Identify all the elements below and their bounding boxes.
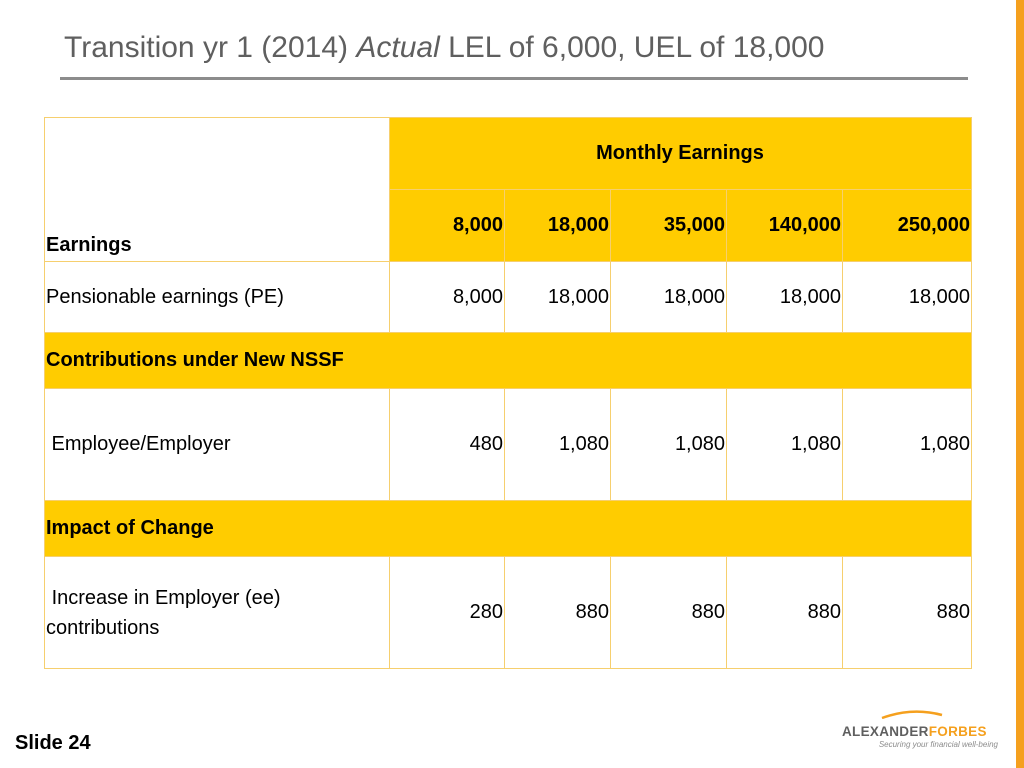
table-row-increase: Increase in Employer (ee) contributions … <box>44 556 972 669</box>
accent-side-bar <box>1016 0 1024 768</box>
row-label: Pensionable earnings (PE) <box>44 261 390 333</box>
table-cell: 880 <box>726 556 843 669</box>
title-divider <box>60 77 968 80</box>
logo-wordmark: ALEXANDERFORBES <box>842 724 998 740</box>
section-header: Impact of Change <box>44 500 972 557</box>
column-header: 35,000 <box>610 189 727 262</box>
section-header: Contributions under New NSSF <box>44 332 972 389</box>
column-header: 8,000 <box>389 189 505 262</box>
row-label: Employee/Employer <box>44 388 390 501</box>
header-row-columns: 8,000 18,000 35,000 140,000 250,000 <box>45 189 972 262</box>
section-row-impact: Impact of Change <box>44 500 972 557</box>
section-row-contributions: Contributions under New NSSF <box>44 332 972 389</box>
slide-title: Transition yr 1 (2014) Actual LEL of 6,0… <box>64 28 825 68</box>
table-cell: 18,000 <box>610 261 727 333</box>
header-row-group: Earnings Monthly Earnings <box>44 117 972 262</box>
logo-word-alexander: ALEXANDER <box>842 724 929 739</box>
table-cell: 18,000 <box>726 261 843 333</box>
table-cell: 1,080 <box>504 388 611 501</box>
logo-tagline: Securing your financial well-being <box>878 740 998 749</box>
logo-swoosh-icon <box>881 710 943 720</box>
table-row-pensionable: Pensionable earnings (PE) 8,000 18,000 1… <box>44 261 972 333</box>
table-row-employee-employer: Employee/Employer 480 1,080 1,080 1,080 … <box>44 388 972 501</box>
column-header: 140,000 <box>726 189 843 262</box>
column-header: 18,000 <box>504 189 611 262</box>
title-prefix: Transition yr 1 (2014) <box>64 31 349 64</box>
table-cell: 1,080 <box>610 388 727 501</box>
corner-label: Earnings <box>44 117 390 262</box>
table-cell: 480 <box>389 388 505 501</box>
slide-number: Slide 24 <box>15 732 91 754</box>
table-cell: 8,000 <box>389 261 505 333</box>
table-cell: 1,080 <box>726 388 843 501</box>
row-label: Increase in Employer (ee) contributions <box>44 556 390 669</box>
table-cell: 18,000 <box>842 261 972 333</box>
monthly-earnings-header: Monthly Earnings <box>389 117 972 190</box>
logo-word-forbes: FORBES <box>928 724 987 739</box>
column-header: 250,000 <box>842 189 972 262</box>
alexander-forbes-logo: ALEXANDERFORBES Securing your financial … <box>842 706 998 749</box>
table-cell: 1,080 <box>842 388 972 501</box>
table-cell: 880 <box>610 556 727 669</box>
table-cell: 18,000 <box>504 261 611 333</box>
table-cell: 880 <box>842 556 972 669</box>
table-cell: 280 <box>389 556 505 669</box>
table-cell: 880 <box>504 556 611 669</box>
title-suffix: LEL of 6,000, UEL of 18,000 <box>448 31 825 64</box>
title-italic: Actual <box>356 31 440 64</box>
nssf-comparison-table: Earnings Monthly Earnings 8,000 18,000 3… <box>44 117 972 669</box>
